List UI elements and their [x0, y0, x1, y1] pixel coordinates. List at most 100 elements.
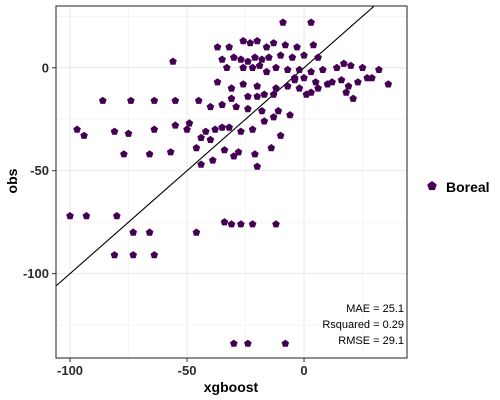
mae-annotation: MAE = 25.1: [346, 303, 404, 315]
data-point: [169, 57, 177, 65]
data-point: [354, 78, 362, 86]
data-point: [260, 117, 269, 125]
data-point: [99, 96, 107, 104]
data-point: [255, 61, 264, 69]
data-point: [232, 102, 240, 111]
data-point: [110, 251, 119, 259]
data-point: [276, 131, 285, 139]
data-point: [281, 41, 290, 49]
data-point: [239, 80, 247, 88]
data-point: [253, 162, 261, 170]
data-point: [253, 92, 261, 100]
y-tick-label: -50: [30, 163, 49, 178]
data-point: [171, 96, 180, 104]
data-point: [192, 144, 201, 152]
data-point: [258, 107, 266, 115]
data-point: [220, 146, 229, 154]
data-point: [218, 123, 226, 131]
x-tick-label: -100: [57, 363, 83, 378]
data-point: [309, 41, 318, 49]
data-point: [293, 43, 301, 51]
x-tick-label: 0: [300, 363, 307, 378]
data-point: [209, 156, 217, 164]
data-point: [276, 51, 285, 59]
rmse-annotation: RMSE = 29.1: [338, 335, 404, 347]
data-point: [244, 339, 252, 347]
data-point: [66, 212, 74, 220]
data-point: [246, 39, 254, 47]
data-point: [218, 55, 226, 63]
data-point: [166, 148, 175, 156]
data-point: [124, 129, 133, 137]
data-point: [237, 220, 245, 228]
data-point: [82, 212, 91, 220]
plot-panel: -100 -50 0 -100 -50 0: [23, 5, 408, 378]
y-tick-label: -100: [23, 266, 49, 281]
data-point: [227, 94, 236, 102]
data-point: [230, 53, 238, 61]
data-point: [197, 133, 205, 141]
data-point: [300, 51, 308, 59]
stats-annotations: MAE = 25.1 Rsquared = 0.29 RMSE = 29.1: [322, 303, 404, 347]
data-point: [185, 119, 194, 127]
data-point: [197, 160, 205, 168]
data-point: [225, 123, 233, 131]
data-point: [145, 228, 154, 236]
data-point: [192, 228, 201, 236]
data-point: [302, 90, 311, 98]
data-point: [363, 74, 371, 82]
data-point: [262, 67, 271, 76]
data-point: [253, 37, 261, 45]
data-point: [230, 152, 238, 160]
data-point: [269, 113, 278, 121]
data-point: [237, 127, 245, 135]
data-point: [342, 88, 350, 96]
data-point: [73, 125, 81, 133]
data-point: [150, 251, 159, 259]
data-point: [225, 43, 233, 51]
data-point: [300, 74, 308, 82]
data-point: [230, 339, 238, 347]
data-point: [213, 78, 222, 86]
data-point: [239, 37, 247, 45]
data-point: [295, 65, 304, 73]
x-axis-title: xgboost: [204, 379, 259, 395]
data-point: [220, 218, 229, 226]
data-point: [223, 63, 231, 71]
data-point: [260, 90, 269, 98]
data-point: [265, 53, 273, 61]
data-point: [269, 90, 278, 98]
data-point: [218, 100, 226, 108]
identity-line: [56, 6, 376, 287]
data-point: [129, 228, 137, 236]
data-point: [347, 61, 355, 69]
data-point: [145, 150, 154, 158]
data-point: [213, 43, 222, 51]
data-point: [129, 251, 137, 259]
data-point: [283, 82, 292, 90]
data-point: [110, 127, 119, 135]
data-point: [311, 78, 320, 86]
data-point: [272, 63, 280, 71]
data-point: [272, 84, 280, 92]
y-tick-label: 0: [42, 60, 49, 75]
data-point: [183, 125, 191, 133]
rsquared-annotation: Rsquared = 0.29: [322, 319, 404, 331]
data-point: [239, 63, 247, 71]
data-point: [333, 63, 341, 71]
data-point: [274, 107, 283, 115]
data-point: [248, 63, 257, 71]
data-point: [267, 144, 276, 152]
data-point: [281, 339, 290, 347]
data-point: [295, 84, 304, 92]
data-point: [113, 212, 121, 220]
data-point: [171, 121, 180, 129]
data-point: [227, 84, 236, 92]
legend: Boreal: [427, 179, 490, 195]
data-point: [127, 96, 135, 104]
data-point: [375, 65, 383, 73]
data-point: [337, 76, 346, 84]
data-point: [307, 18, 315, 26]
data-point: [206, 102, 215, 111]
plot-border: [55, 5, 408, 359]
